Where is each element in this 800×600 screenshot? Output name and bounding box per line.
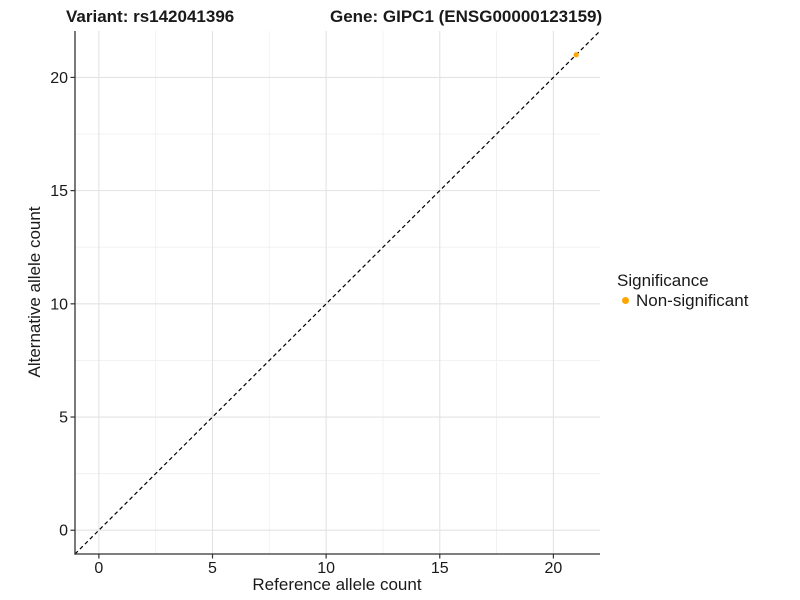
x-tick-label: 5 — [208, 560, 217, 577]
y-axis-title: Alternative allele count — [25, 206, 44, 377]
x-tick-label: 10 — [317, 560, 335, 577]
legend-item-label: Non-significant — [636, 291, 749, 310]
legend-nonsignificant-circle-icon — [622, 297, 629, 304]
legend: Significance Non-significant — [617, 271, 749, 310]
x-tick-label: 15 — [431, 560, 449, 577]
y-tick-label: 15 — [50, 183, 68, 200]
data-point — [573, 52, 579, 58]
y-tick-label: 5 — [59, 410, 68, 427]
legend-title: Significance — [617, 271, 709, 290]
y-tick-label: 20 — [50, 70, 68, 87]
x-tick-label: 20 — [545, 560, 563, 577]
plot-title-variant: Variant: rs142041396 — [66, 7, 234, 26]
y-tick-label: 0 — [59, 523, 68, 540]
x-tick-label: 0 — [94, 560, 103, 577]
identity-dashed-line — [74, 30, 601, 555]
chart-layer: 0 5 10 15 20 0 5 10 15 20 — [50, 30, 601, 577]
x-axis-title: Reference allele count — [252, 575, 421, 594]
y-tick-label: 10 — [50, 296, 68, 313]
plot-title-gene: Gene: GIPC1 (ENSG00000123159) — [330, 7, 602, 26]
